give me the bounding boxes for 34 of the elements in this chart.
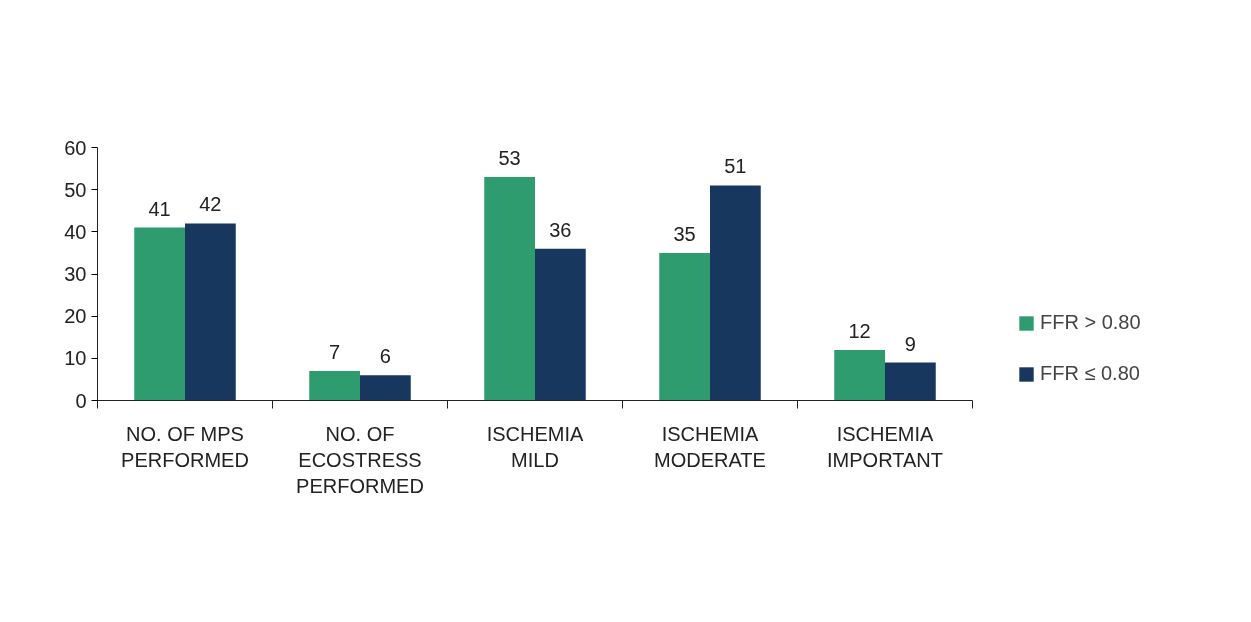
legend-label: FFR > 0.80 — [1040, 311, 1141, 334]
bar — [834, 349, 885, 401]
bar — [185, 223, 236, 401]
bar — [309, 370, 360, 401]
data-label: 7 — [329, 340, 341, 363]
y-tick-label: 30 — [64, 263, 87, 285]
data-label: 51 — [724, 155, 747, 178]
bar — [360, 375, 411, 401]
y-tick-label: 0 — [75, 389, 87, 412]
bar — [535, 248, 586, 401]
y-tick-label: 60 — [64, 136, 87, 159]
data-label: 9 — [904, 332, 916, 355]
x-tick-label: ISCHEMIA MILD — [486, 422, 584, 471]
data-label: 53 — [498, 147, 521, 170]
bar — [134, 227, 185, 401]
bar — [885, 362, 936, 401]
data-label: 12 — [848, 319, 871, 342]
data-label: 6 — [379, 345, 391, 368]
bar — [710, 185, 761, 401]
y-tick-label: 40 — [64, 220, 87, 243]
data-label: 36 — [549, 218, 572, 241]
data-label: 41 — [148, 197, 171, 220]
bar — [659, 252, 710, 401]
y-tick-label: 50 — [64, 178, 87, 201]
x-tick-label: ISCHEMIA IMPORTANT — [827, 422, 943, 471]
x-tick-label: NO. OF ECOSTRESS PERFORMED — [296, 422, 424, 498]
data-label: 42 — [199, 193, 222, 216]
y-tick-label: 20 — [64, 305, 87, 328]
bar — [484, 177, 535, 401]
legend-label: FFR ≤ 0.80 — [1040, 362, 1140, 385]
x-tick-label: NO. OF MPS PERFORMED — [121, 422, 249, 471]
x-tick-label: ISCHEMIA MODERATE — [654, 422, 766, 471]
y-tick-label: 10 — [64, 347, 87, 370]
data-label: 35 — [673, 222, 696, 245]
